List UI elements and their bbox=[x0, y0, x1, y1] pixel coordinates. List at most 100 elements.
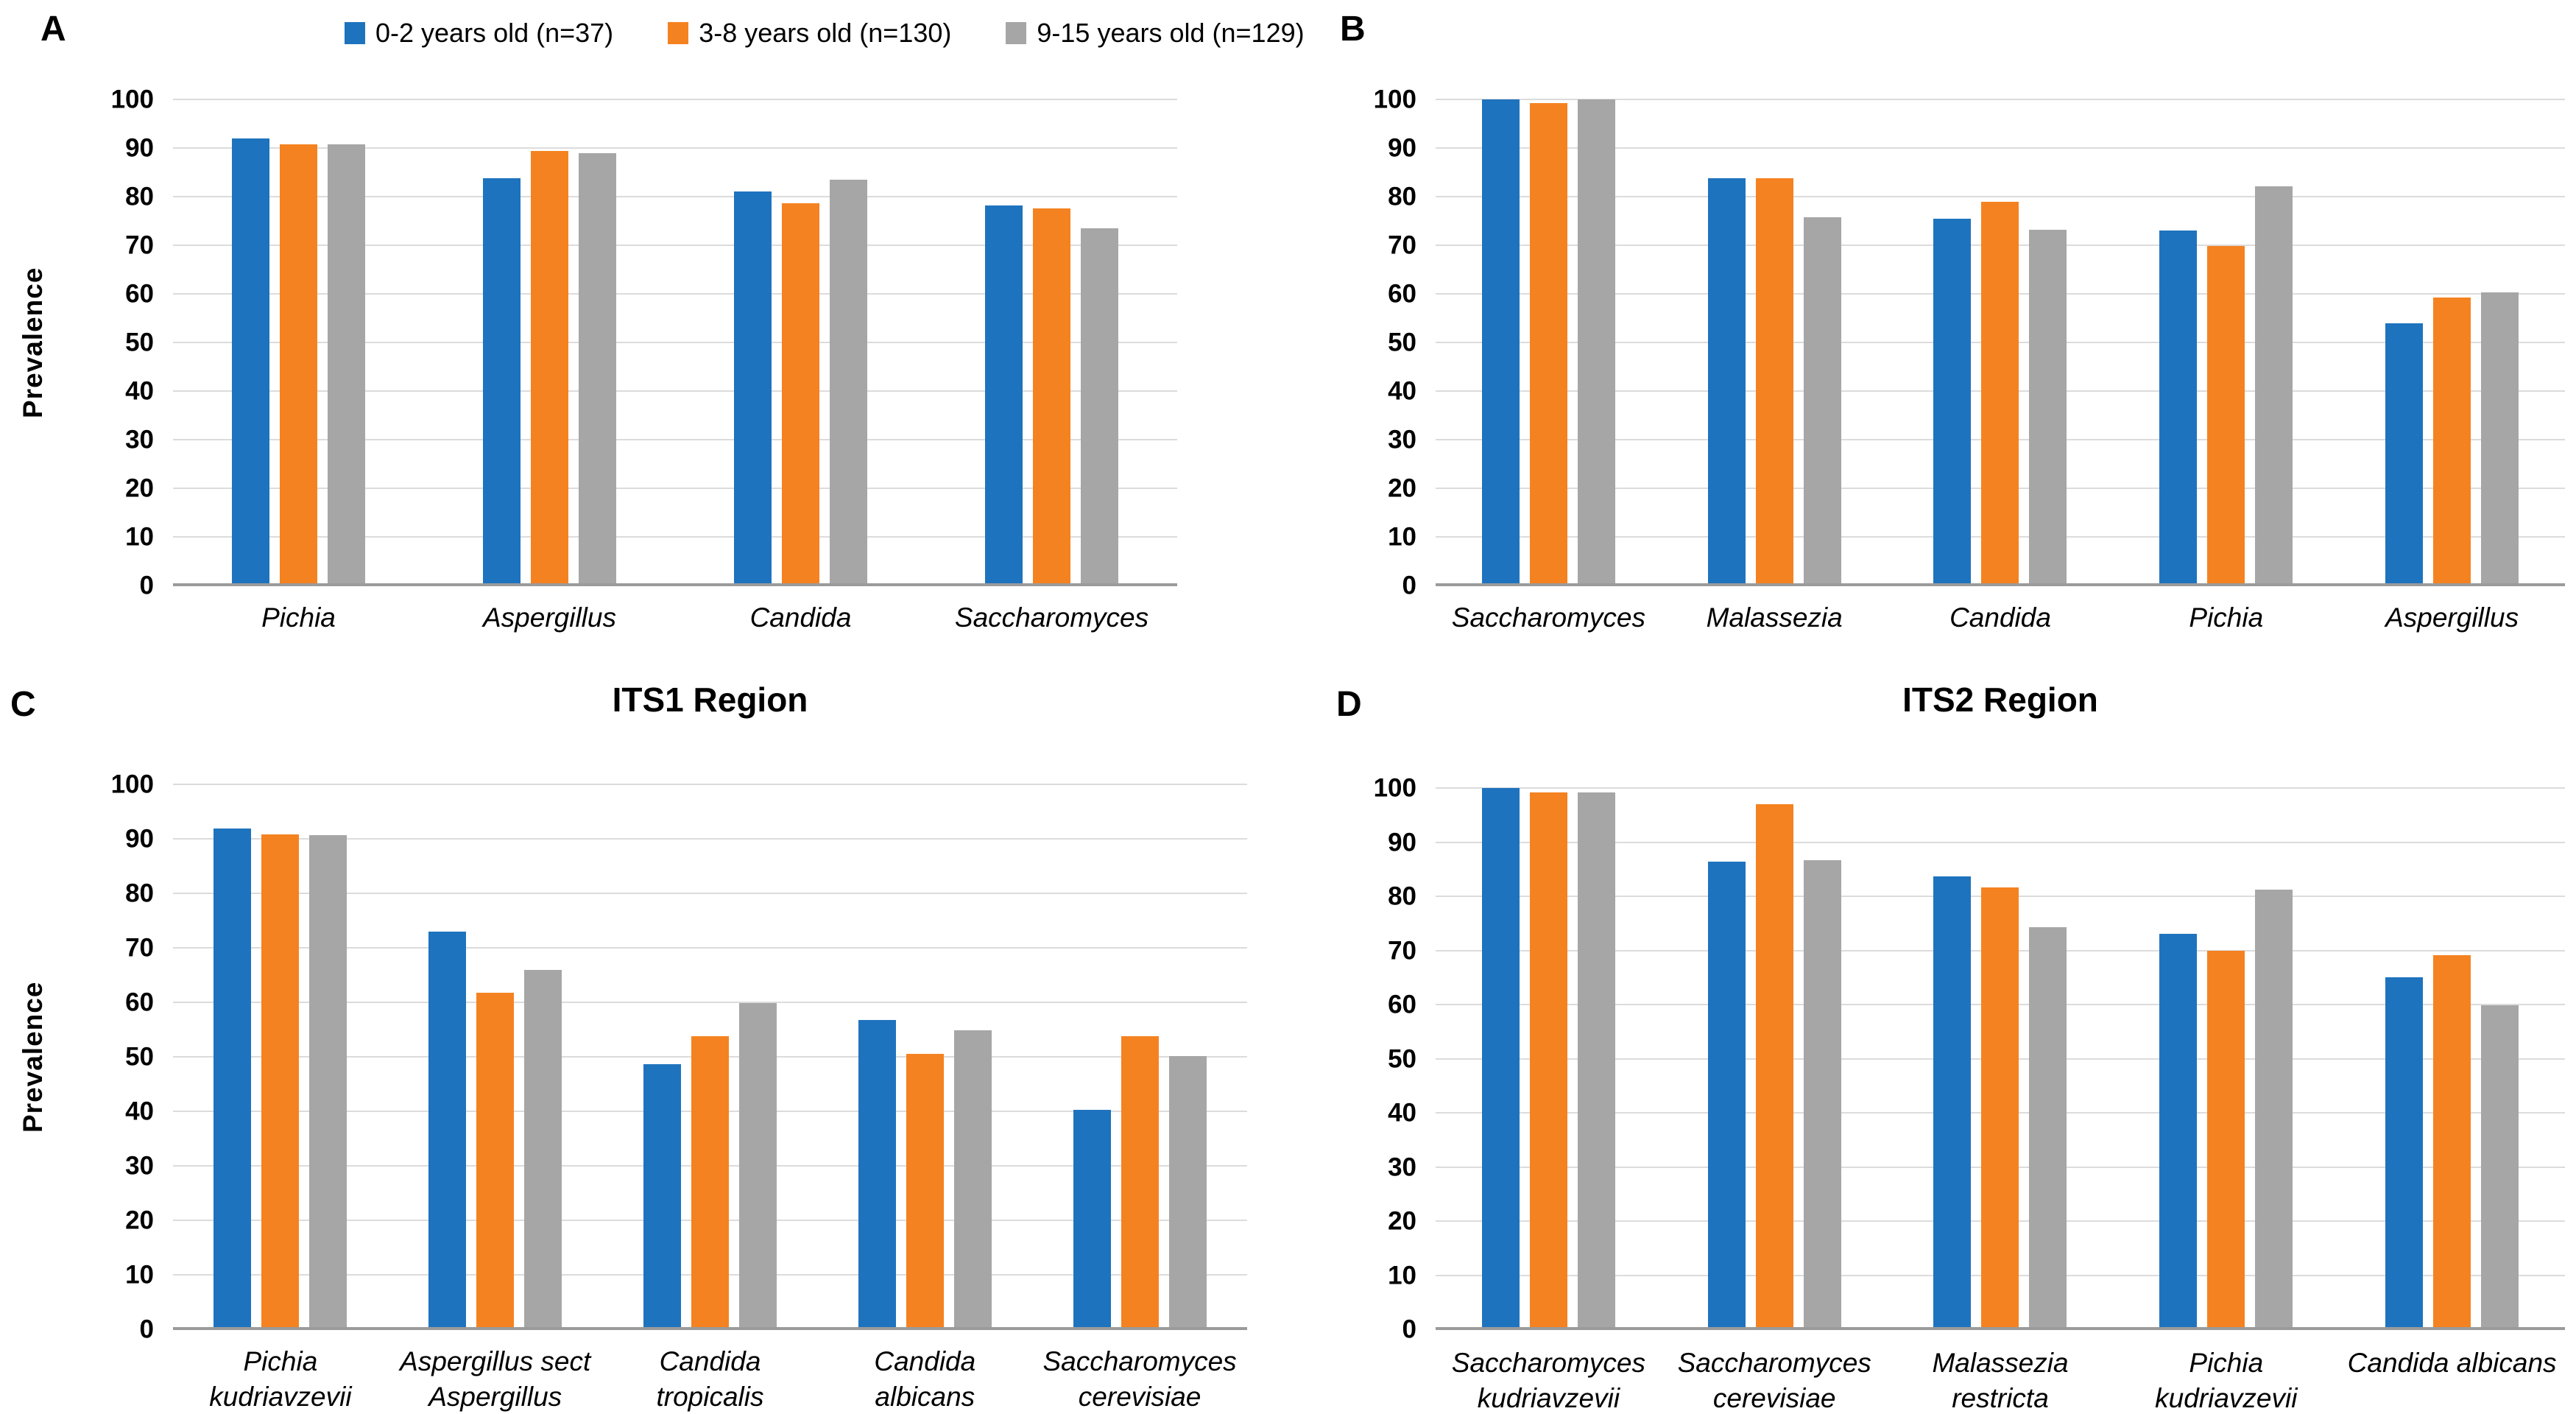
bar-series-0 bbox=[734, 191, 772, 585]
y-tick-label-60: 60 bbox=[125, 988, 154, 1017]
y-tick-label-90: 90 bbox=[1388, 828, 1416, 857]
bar-series-1 bbox=[1981, 887, 2019, 1329]
bar-series-1 bbox=[280, 144, 317, 585]
panel-letter-C: C bbox=[10, 685, 36, 724]
y-tick-label-80: 80 bbox=[1388, 182, 1416, 211]
bar-cluster-pichia bbox=[173, 99, 424, 585]
bar-cluster-candida-albicans bbox=[817, 784, 1032, 1329]
bar-series-0 bbox=[1933, 218, 1972, 585]
y-tick-label-40: 40 bbox=[125, 376, 154, 406]
y-tick-label-30: 30 bbox=[1388, 1153, 1416, 1181]
plot-area-A: 0 10 20 30 40 50 60 70 80 90 100 bbox=[111, 87, 1177, 599]
bar-cluster-saccharomyces bbox=[1436, 99, 1662, 585]
gridline bbox=[173, 245, 1177, 246]
bar-series-2 bbox=[1577, 99, 1615, 585]
gridline bbox=[173, 536, 1177, 538]
bar-cluster-pichia-kudriavzevii bbox=[2113, 788, 2339, 1329]
bar-series-0 bbox=[2159, 231, 2198, 585]
y-tick-label-30: 30 bbox=[125, 1151, 154, 1181]
bar-series-1 bbox=[1755, 177, 1793, 585]
legend: 0-2 years old (n=37) 3-8 years old (n=13… bbox=[345, 18, 1305, 49]
x-category-label: Malassezia bbox=[1706, 602, 1843, 633]
bar-series-1 bbox=[2433, 298, 2471, 585]
y-tick-label-50: 50 bbox=[125, 328, 154, 357]
bar-series-2 bbox=[1081, 228, 1118, 585]
bar-series-0 bbox=[1481, 99, 1520, 585]
y-tick-label-20: 20 bbox=[1388, 1206, 1416, 1236]
bar-series-1 bbox=[691, 1035, 729, 1329]
bar-series-1 bbox=[782, 203, 819, 585]
panel-A: A 0-2 years old (n=37) 3-8 years old (n=… bbox=[0, 0, 1305, 674]
bars-layer bbox=[173, 784, 1247, 1329]
legend-label: 0-2 years old (n=37) bbox=[375, 18, 614, 48]
bars-layer bbox=[1436, 788, 2565, 1329]
bar-series-0 bbox=[1933, 876, 1972, 1329]
bar-series-0 bbox=[985, 205, 1023, 585]
x-category-label: Aspergillus bbox=[2385, 602, 2519, 633]
gridline bbox=[173, 488, 1177, 489]
bars-layer bbox=[173, 99, 1177, 585]
bar-series-2 bbox=[309, 834, 347, 1329]
legend-swatch-orange bbox=[668, 22, 689, 44]
y-tick-label-60: 60 bbox=[1388, 990, 1416, 1019]
y-tick-label-0: 0 bbox=[139, 571, 154, 600]
x-category-label: Aspergillus sect Aspergillus bbox=[400, 1346, 591, 1413]
bar-series-0 bbox=[214, 828, 252, 1329]
y-tick-label-70: 70 bbox=[1388, 231, 1416, 260]
gridline bbox=[1436, 841, 2565, 843]
gridline bbox=[1436, 196, 2565, 197]
bar-series-2 bbox=[953, 1030, 992, 1329]
x-category-label: Pichia bbox=[2189, 602, 2264, 633]
plot-area-C: 0 10 20 30 40 50 60 70 80 90 100 bbox=[111, 772, 1247, 1343]
bar-series-1 bbox=[2433, 955, 2471, 1329]
panel-B: B 0 10 20 30 40 50 60 70 80 90 100 Saccharomyces Ma… bbox=[1288, 0, 2576, 674]
bar-cluster-saccharomyces-kudriavzevii bbox=[1436, 788, 1662, 1329]
bar-series-2 bbox=[2255, 890, 2293, 1329]
x-category-label: Saccharomyces bbox=[1451, 602, 1645, 633]
x-category-label: Saccharomyces cerevisiae bbox=[1042, 1346, 1237, 1413]
y-tick-label-40: 40 bbox=[1388, 1098, 1416, 1128]
y-tick-label-20: 20 bbox=[125, 474, 154, 503]
x-axis-line bbox=[173, 583, 1177, 586]
y-tick-label-90: 90 bbox=[125, 824, 154, 854]
gridline bbox=[1436, 99, 2565, 100]
bar-series-1 bbox=[2207, 951, 2245, 1329]
y-tick-label-40: 40 bbox=[125, 1097, 154, 1126]
bar-cluster-aspergillus bbox=[424, 99, 675, 585]
gridline bbox=[173, 439, 1177, 440]
bar-series-1 bbox=[1121, 1035, 1159, 1329]
x-category-label: Saccharomyces kudriavzevii bbox=[1451, 1348, 1645, 1414]
legend-swatch-gray bbox=[1006, 22, 1027, 44]
panel-letter-B: B bbox=[1340, 10, 1366, 49]
bar-cluster-candida-albicans bbox=[2339, 788, 2565, 1329]
x-category-label: Candida bbox=[1949, 602, 2051, 633]
y-tick-label-70: 70 bbox=[125, 231, 154, 260]
bars-layer bbox=[1436, 99, 2565, 585]
gridline bbox=[1436, 787, 2565, 789]
bar-series-1 bbox=[476, 993, 515, 1329]
bar-series-1 bbox=[261, 834, 300, 1329]
panel-title-ITS2: ITS2 Region bbox=[1902, 680, 2098, 719]
bar-series-0 bbox=[1707, 861, 1746, 1329]
bar-series-1 bbox=[1529, 792, 1567, 1329]
panel-letter-D: D bbox=[1336, 685, 1362, 724]
gridline bbox=[173, 196, 1177, 197]
y-tick-label-50: 50 bbox=[1388, 1044, 1416, 1073]
bar-cluster-candida bbox=[1888, 99, 2114, 585]
bar-series-0 bbox=[428, 931, 467, 1329]
y-tick-label-30: 30 bbox=[1388, 425, 1416, 454]
y-axis-title: Prevalence bbox=[18, 981, 48, 1133]
bar-cluster-saccharomyces bbox=[926, 99, 1177, 585]
y-tick-label-0: 0 bbox=[1402, 1315, 1416, 1344]
y-tick-label-60: 60 bbox=[125, 279, 154, 309]
gridline bbox=[173, 947, 1247, 949]
y-tick-label-100: 100 bbox=[1373, 85, 1416, 114]
bar-series-2 bbox=[830, 179, 867, 585]
bar-series-2 bbox=[2029, 229, 2067, 585]
gridline bbox=[173, 893, 1247, 894]
y-tick-label-50: 50 bbox=[1388, 328, 1416, 357]
bar-series-2 bbox=[2029, 926, 2067, 1329]
x-category-label: Saccharomyces bbox=[954, 602, 1149, 633]
bar-series-0 bbox=[2385, 323, 2424, 585]
y-tick-label-100: 100 bbox=[1373, 773, 1416, 803]
